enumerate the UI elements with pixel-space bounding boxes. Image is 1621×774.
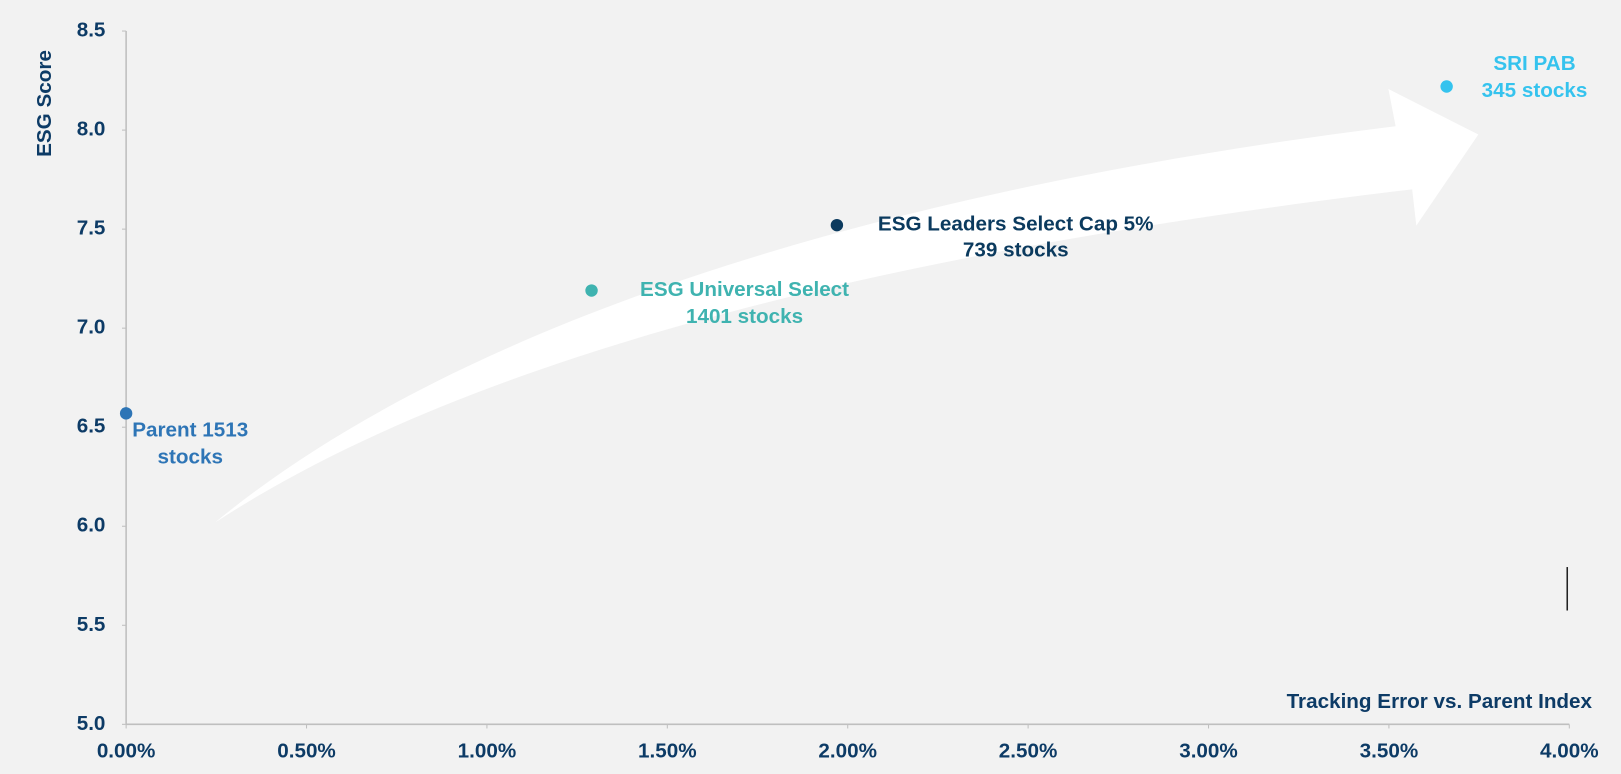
- point: [1440, 80, 1453, 93]
- point-label: 345 stocks: [1482, 79, 1588, 102]
- point: [830, 218, 844, 232]
- x-axis-title: Tracking Error vs. Parent Index: [1287, 690, 1593, 713]
- y-tick-label: 5.0: [77, 712, 106, 735]
- y-tick-label: 6.0: [77, 514, 106, 537]
- point-label: Parent 1513: [132, 418, 248, 441]
- x-tick-label: 2.50%: [999, 740, 1058, 763]
- y-tick-label: 8.5: [77, 19, 106, 42]
- point-label: 1401 stocks: [686, 305, 803, 328]
- x-tick-label: 1.50%: [638, 740, 697, 763]
- y-tick-label: 7.5: [77, 217, 106, 240]
- point-label: ESG Universal Select: [640, 278, 849, 301]
- trend-arrow: [215, 88, 1479, 523]
- y-tick-label: 6.5: [77, 415, 106, 438]
- point: [119, 407, 133, 420]
- y-tick-label: 5.5: [77, 613, 106, 636]
- x-tick-label: 1.00%: [458, 740, 517, 763]
- point-label: stocks: [157, 445, 222, 468]
- y-axis-title: ESG Score: [33, 50, 56, 157]
- x-tick-label: 3.50%: [1360, 740, 1419, 763]
- point: [585, 284, 598, 297]
- x-tick-label: 3.00%: [1179, 740, 1238, 763]
- y-tick-label: 8.0: [77, 118, 106, 141]
- x-tick-label: 2.00%: [818, 740, 877, 763]
- x-tick-label: 0.00%: [97, 740, 156, 763]
- x-tick-label: 4.00%: [1540, 740, 1599, 763]
- x-tick-label: 0.50%: [277, 740, 336, 763]
- point-label: 739 stocks: [963, 238, 1069, 261]
- point-label: ESG Leaders Select Cap 5%: [878, 213, 1154, 236]
- y-tick-label: 7.0: [77, 316, 106, 339]
- point-label: SRI PAB: [1493, 52, 1575, 75]
